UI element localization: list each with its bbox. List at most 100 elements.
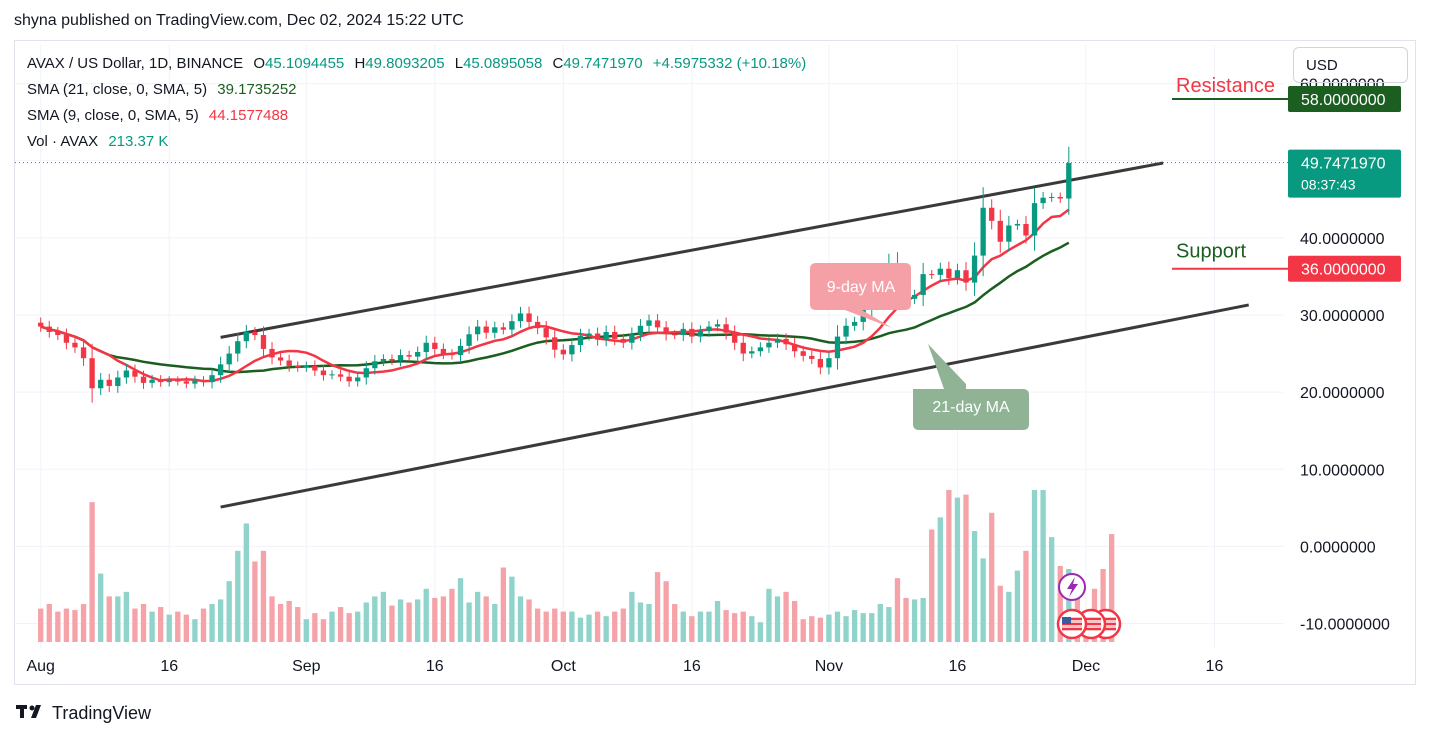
candle [817, 352, 824, 375]
volume-bar [732, 613, 738, 642]
candle-body [457, 345, 464, 356]
candle [192, 375, 198, 389]
volume-bar [920, 597, 926, 642]
candle [654, 314, 661, 334]
candle [723, 317, 729, 340]
volume-bar [989, 512, 995, 642]
candle [714, 319, 721, 332]
volume-bar [817, 617, 824, 642]
candle-body [834, 336, 841, 359]
candle [483, 320, 489, 339]
volume-bar [98, 573, 104, 642]
volume-bar [663, 581, 669, 642]
footer: TradingView [16, 702, 151, 725]
candle [774, 333, 781, 348]
candle [697, 325, 704, 343]
volume-bar [894, 578, 901, 642]
candle [80, 339, 87, 366]
volume-bar [260, 550, 267, 642]
candle-body [406, 355, 412, 357]
candle [1066, 146, 1072, 215]
chart-frame [14, 40, 1416, 685]
candle-body [372, 361, 378, 369]
ma21-callout-bubble [913, 344, 1029, 430]
candle-body [783, 338, 789, 345]
candle [963, 262, 969, 291]
y-tick-label: 10.0000000 [1300, 462, 1385, 479]
candle-body [209, 375, 215, 383]
legend-high-label: H [354, 55, 366, 72]
candle-body [534, 321, 541, 329]
legend-volume-value: 213.37 K [108, 133, 169, 150]
volume-bar [929, 529, 935, 642]
candle-body [680, 328, 686, 336]
candle-body [72, 342, 78, 348]
volume-bar [543, 611, 549, 642]
legend-high-value: 49.8093205 [365, 55, 445, 72]
volume-bar [1066, 569, 1072, 642]
volume-bar [1006, 591, 1012, 642]
volume-bar [612, 611, 618, 642]
candle-body [63, 335, 70, 343]
candle-body [560, 349, 566, 355]
candle-body [552, 337, 558, 350]
support-price-text: 36.0000000 [1301, 262, 1386, 279]
volume-bar [380, 591, 387, 642]
candle [277, 352, 284, 366]
candle [946, 261, 952, 286]
candle [843, 318, 849, 345]
volume-bar [552, 608, 558, 642]
candle [911, 289, 918, 304]
volume-bar [749, 616, 755, 642]
legend-volume-row[interactable]: Vol · AVAX 213.37 K [27, 133, 174, 150]
currency-selector[interactable]: USD [1293, 47, 1408, 83]
last-price-marker: 49.7471970 08:37:43 [15, 149, 1401, 198]
volume-bar [1014, 570, 1021, 642]
candle [320, 365, 327, 381]
candle [226, 345, 232, 372]
candle [783, 333, 789, 351]
candle-body [115, 377, 121, 386]
candle [594, 327, 601, 346]
legend-sma9-label: SMA (9, close, 0, SMA, 5) [27, 107, 199, 124]
candle [937, 262, 943, 281]
candle-body [851, 321, 858, 326]
candle-body [963, 270, 969, 283]
volume-bar [809, 616, 815, 642]
volume-bar [757, 622, 764, 642]
candle [380, 354, 387, 366]
candle-body [312, 365, 318, 371]
legend-sma21-row[interactable]: SMA (21, close, 0, SMA, 5) 39.1735252 [27, 81, 303, 98]
legend-sma21-label: SMA (21, close, 0, SMA, 5) [27, 81, 208, 98]
legend-sma9-row[interactable]: SMA (9, close, 0, SMA, 5) 44.1577488 [27, 107, 294, 124]
x-tick-label: Aug [26, 658, 54, 675]
y-tick-label: -10.0000000 [1300, 617, 1390, 634]
candle [552, 329, 558, 358]
candle-body [449, 353, 455, 356]
volume-bars [38, 490, 1115, 642]
candle [98, 372, 104, 396]
candle [303, 361, 309, 372]
candle [629, 327, 635, 350]
volume-bar [406, 602, 412, 642]
volume-bar [637, 602, 644, 642]
y-axis: 60.000000050.000000040.000000030.0000000… [1300, 77, 1390, 634]
x-tick-label: 16 [1206, 658, 1224, 675]
volume-bar [620, 608, 626, 642]
candle-body [303, 365, 309, 368]
volume-bar [766, 588, 772, 642]
candle [55, 327, 61, 340]
volume-bar [877, 604, 883, 642]
candle-body [594, 333, 601, 340]
candle-body [971, 255, 978, 283]
footer-brand[interactable]: TradingView [52, 703, 152, 723]
volume-bar [432, 597, 438, 642]
candle [526, 306, 532, 329]
volume-bar [200, 608, 207, 642]
candle [157, 375, 164, 387]
volume-bar [243, 523, 249, 642]
candle-body [38, 322, 44, 327]
candle [637, 318, 644, 342]
volume-bar [560, 611, 566, 642]
